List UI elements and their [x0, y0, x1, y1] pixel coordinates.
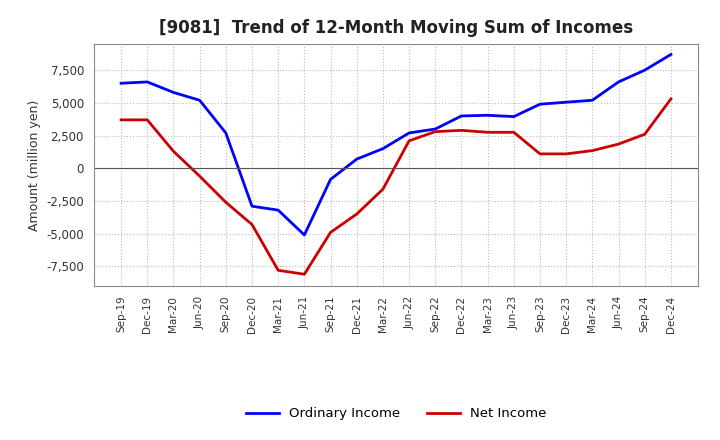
Ordinary Income — [326, 177, 335, 182]
Line: Ordinary Income: Ordinary Income — [121, 55, 671, 235]
Ordinary Income — [640, 67, 649, 73]
Y-axis label: Amount (million yen): Amount (million yen) — [27, 99, 40, 231]
Net Income — [588, 148, 597, 153]
Net Income — [614, 141, 623, 147]
Net Income — [195, 173, 204, 179]
Net Income — [248, 222, 256, 227]
Ordinary Income — [352, 157, 361, 162]
Ordinary Income — [431, 126, 440, 132]
Ordinary Income — [614, 79, 623, 84]
Net Income — [457, 128, 466, 133]
Net Income — [536, 151, 544, 157]
Net Income — [143, 117, 152, 122]
Net Income — [431, 129, 440, 134]
Net Income — [640, 132, 649, 137]
Ordinary Income — [457, 114, 466, 119]
Ordinary Income — [248, 204, 256, 209]
Net Income — [352, 211, 361, 216]
Ordinary Income — [379, 146, 387, 151]
Ordinary Income — [405, 130, 413, 136]
Ordinary Income — [274, 208, 282, 213]
Net Income — [379, 187, 387, 192]
Net Income — [483, 130, 492, 135]
Ordinary Income — [483, 113, 492, 118]
Net Income — [326, 230, 335, 235]
Ordinary Income — [117, 81, 125, 86]
Ordinary Income — [588, 98, 597, 103]
Net Income — [117, 117, 125, 122]
Net Income — [562, 151, 570, 157]
Ordinary Income — [667, 52, 675, 57]
Ordinary Income — [143, 79, 152, 84]
Net Income — [222, 200, 230, 205]
Line: Net Income: Net Income — [121, 99, 671, 274]
Ordinary Income — [300, 232, 309, 238]
Net Income — [274, 268, 282, 273]
Legend: Ordinary Income, Net Income: Ordinary Income, Net Income — [240, 401, 552, 425]
Ordinary Income — [195, 98, 204, 103]
Net Income — [405, 138, 413, 143]
Ordinary Income — [562, 99, 570, 105]
Ordinary Income — [510, 114, 518, 119]
Net Income — [667, 96, 675, 102]
Ordinary Income — [536, 102, 544, 107]
Net Income — [300, 271, 309, 277]
Net Income — [510, 130, 518, 135]
Net Income — [169, 149, 178, 154]
Ordinary Income — [222, 130, 230, 136]
Title: [9081]  Trend of 12-Month Moving Sum of Incomes: [9081] Trend of 12-Month Moving Sum of I… — [159, 19, 633, 37]
Ordinary Income — [169, 90, 178, 95]
